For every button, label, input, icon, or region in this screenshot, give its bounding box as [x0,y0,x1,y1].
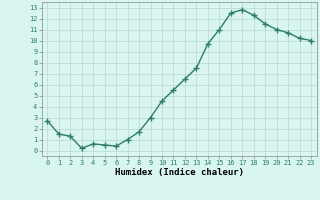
X-axis label: Humidex (Indice chaleur): Humidex (Indice chaleur) [115,168,244,177]
